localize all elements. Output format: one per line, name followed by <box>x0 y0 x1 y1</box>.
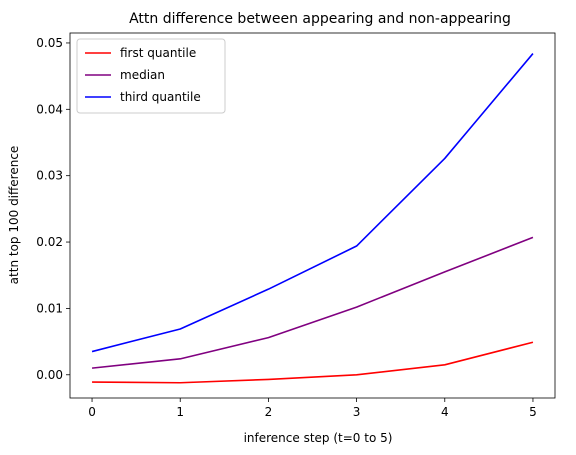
plot-frame <box>69 32 556 399</box>
y-axis: 0.00 0.01 0.02 0.03 0.04 0.05 <box>36 36 70 382</box>
y-tick-label: 0.05 <box>36 36 63 50</box>
x-tick-label: 4 <box>441 405 449 419</box>
legend-entry: median <box>120 68 165 82</box>
y-tick-label: 0.00 <box>36 368 63 382</box>
series-line-1 <box>91 236 534 369</box>
plot-lines <box>91 53 534 384</box>
legend: first quantile median third quantile <box>76 38 226 114</box>
y-axis-label: attn top 100 difference <box>7 146 21 285</box>
x-tick-label: 2 <box>265 405 273 419</box>
legend-box <box>76 38 226 114</box>
x-tick-label: 3 <box>353 405 361 419</box>
x-axis-label: inference step (t=0 to 5) <box>244 431 393 445</box>
x-tick-label: 1 <box>176 405 184 419</box>
x-tick-label: 5 <box>529 405 537 419</box>
y-tick-label: 0.02 <box>36 235 63 249</box>
x-tick-label: 0 <box>88 405 96 419</box>
y-tick-label: 0.03 <box>36 169 63 183</box>
series-line-2 <box>91 53 534 353</box>
x-axis: 0 1 2 3 4 5 <box>88 398 537 419</box>
legend-entry: first quantile <box>120 46 196 60</box>
series-line-0 <box>92 341 534 384</box>
legend-entry: third quantile <box>120 90 201 104</box>
y-tick-label: 0.04 <box>36 102 63 116</box>
y-tick-label: 0.01 <box>36 301 63 315</box>
chart-title: Attn difference between appearing and no… <box>129 11 511 27</box>
